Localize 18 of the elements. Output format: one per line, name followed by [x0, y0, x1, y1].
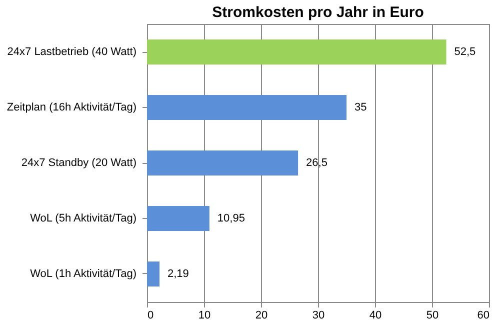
data-label: 26,5	[306, 157, 328, 169]
y-tick-label: 24x7 Lastbetrieb (40 Watt)	[7, 46, 136, 58]
x-tick-label: 50	[426, 310, 439, 322]
x-tick-label: 10	[198, 310, 211, 322]
y-tick-label: WoL (1h Aktivität/Tag)	[30, 268, 136, 280]
x-tick-label: 0	[148, 310, 154, 322]
y-tick-label: 24x7 Standby (20 Watt)	[21, 157, 136, 169]
chart-title: Stromkosten pro Jahr in Euro	[212, 4, 424, 21]
x-tick-label: 40	[369, 310, 382, 322]
data-label: 10,95	[217, 212, 245, 224]
y-tick-label: WoL (5h Aktivität/Tag)	[30, 212, 136, 224]
data-label: 52,5	[454, 46, 476, 58]
data-label: 35	[354, 102, 367, 114]
data-label: 2,19	[167, 268, 189, 280]
x-tick-label: 30	[312, 310, 325, 322]
x-tick-label: 20	[255, 310, 268, 322]
x-tick-label: 60	[477, 310, 490, 322]
y-tick-label: Zeitplan (16h Aktivität/Tag)	[6, 102, 136, 114]
